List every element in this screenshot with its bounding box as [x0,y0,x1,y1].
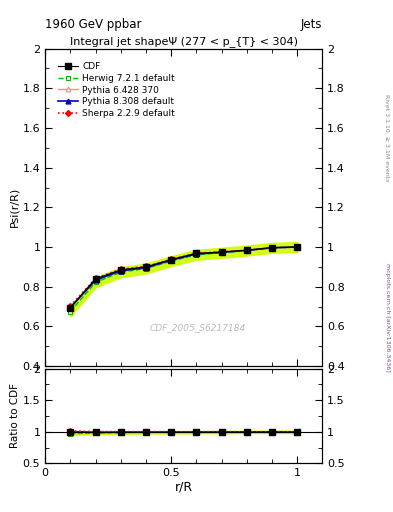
Text: 1960 GeV ppbar: 1960 GeV ppbar [45,18,142,31]
Text: Jets: Jets [301,18,322,31]
Text: mcplots.cern.ch [arXiv:1306.3436]: mcplots.cern.ch [arXiv:1306.3436] [385,263,389,372]
Legend: CDF, Herwig 7.2.1 default, Pythia 6.428 370, Pythia 8.308 default, Sherpa 2.2.9 : CDF, Herwig 7.2.1 default, Pythia 6.428 … [55,59,178,121]
Text: CDF_2005_S6217184: CDF_2005_S6217184 [149,324,246,332]
Y-axis label: Psi(r/R): Psi(r/R) [10,187,20,227]
Y-axis label: Ratio to CDF: Ratio to CDF [10,383,20,449]
X-axis label: r/R: r/R [174,481,193,494]
Text: Rivet 3.1.10, ≥ 3.1M events: Rivet 3.1.10, ≥ 3.1M events [385,95,389,182]
Title: Integral jet shapeΨ (277 < p_{T} < 304): Integral jet shapeΨ (277 < p_{T} < 304) [70,36,298,48]
